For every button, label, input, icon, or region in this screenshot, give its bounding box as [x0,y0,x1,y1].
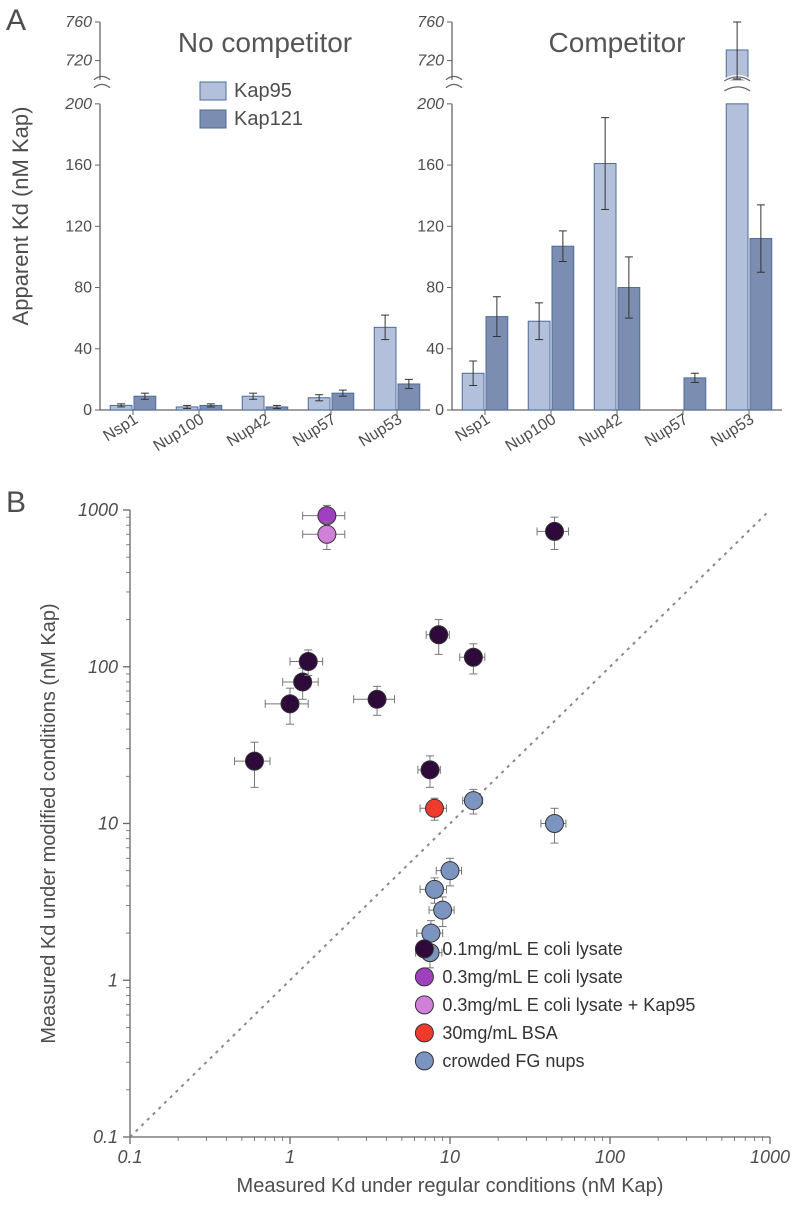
svg-text:crowded FG nups: crowded FG nups [442,1051,584,1071]
svg-text:40: 40 [74,341,92,358]
svg-text:Kap95: Kap95 [234,80,292,102]
svg-text:Nup42: Nup42 [224,411,273,450]
svg-text:760: 760 [65,14,92,31]
svg-text:40: 40 [426,341,444,358]
panel-b-chart: 0.1 1 10 100 1000 0.1 1 10 100 1000 Measured Kd un… [0,490,810,1207]
figure: A B Apparent Kd (nM Kap)7207600408012016… [0,0,810,1207]
svg-text:0.1mg/mL E coli lysate: 0.1mg/mL E coli lysate [442,939,622,959]
panel-a-chart: Apparent Kd (nM Kap) 720 760 0 40 80 120 160 200… [0,0,810,490]
svg-text:720: 720 [417,53,444,70]
svg-text:720: 720 [65,53,92,70]
svg-text:120: 120 [417,218,444,235]
svg-text:200: 200 [64,96,92,113]
svg-text:Kap121: Kap121 [234,108,303,130]
svg-text:Apparent Kd (nM Kap): Apparent Kd (nM Kap) [8,107,33,326]
svg-text:Nup100: Nup100 [503,411,560,455]
svg-text:Nup42: Nup42 [576,411,625,450]
svg-text:Nup57: Nup57 [290,411,339,450]
svg-text:Nup53: Nup53 [356,411,405,450]
svg-text:80: 80 [426,280,444,297]
svg-text:200: 200 [416,96,444,113]
svg-text:760: 760 [417,14,444,31]
svg-text:Measured Kd under modified con: Measured Kd under modified conditions (n… [38,603,60,1043]
svg-text:10: 10 [98,814,118,834]
svg-text:No competitor: No competitor [178,27,352,58]
svg-text:Competitor: Competitor [549,27,686,58]
svg-text:Nsp1: Nsp1 [100,411,141,445]
svg-text:120: 120 [65,218,92,235]
svg-text:10: 10 [440,1147,460,1167]
svg-text:100: 100 [88,657,118,677]
svg-text:1: 1 [285,1147,295,1167]
svg-text:160: 160 [417,157,444,174]
svg-text:0: 0 [435,402,444,419]
svg-text:1000: 1000 [78,500,118,520]
svg-text:80: 80 [74,280,92,297]
svg-text:30mg/mL BSA: 30mg/mL BSA [442,1023,557,1043]
svg-text:0.1: 0.1 [93,1127,118,1147]
svg-text:Nup57: Nup57 [642,411,691,450]
svg-text:160: 160 [65,157,92,174]
svg-text:0: 0 [83,402,92,419]
svg-text:1: 1 [108,970,118,990]
svg-text:0.3mg/mL E coli lysate: 0.3mg/mL E coli lysate [442,967,622,987]
svg-text:Nsp1: Nsp1 [452,411,493,445]
svg-text:Nup100: Nup100 [151,411,208,455]
svg-text:100: 100 [595,1147,625,1167]
svg-text:Nup53: Nup53 [708,411,757,450]
svg-text:Measured Kd under regular cond: Measured Kd under regular conditions (nM… [237,1175,664,1197]
svg-text:1000: 1000 [750,1147,790,1167]
svg-text:0.3mg/mL E coli lysate + Kap95: 0.3mg/mL E coli lysate + Kap95 [442,995,695,1015]
svg-text:0.1: 0.1 [117,1147,142,1167]
